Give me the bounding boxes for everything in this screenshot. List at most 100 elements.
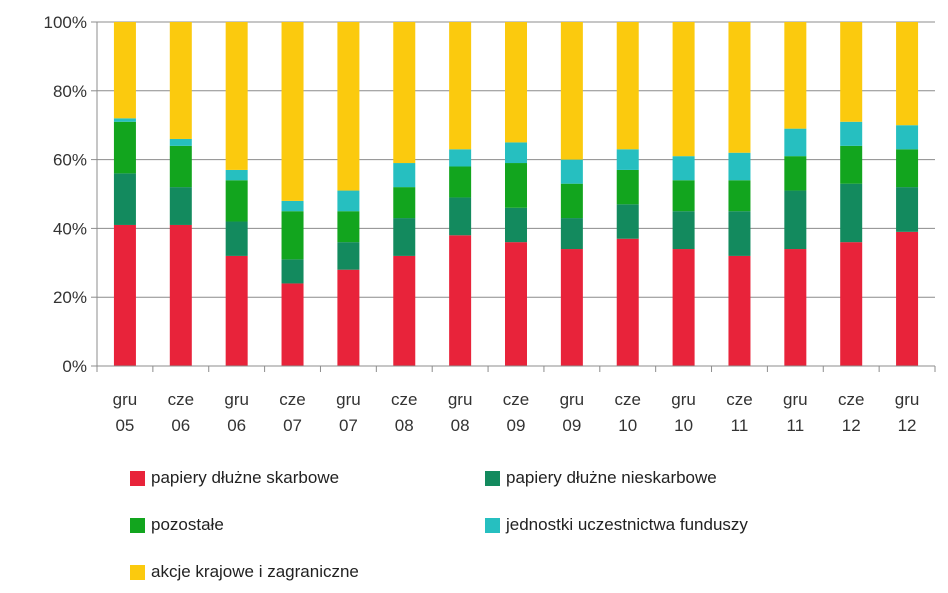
bar-segment — [169, 138, 192, 146]
x-tick-label: 08 — [451, 416, 470, 435]
bar-segment — [225, 169, 248, 181]
x-tick-label: 10 — [674, 416, 693, 435]
bar-segment — [337, 211, 360, 243]
x-tick-label: cze — [726, 390, 752, 409]
bar-segment — [896, 22, 919, 126]
bar-segment — [225, 180, 248, 222]
x-tick-label: 12 — [898, 416, 917, 435]
bar-segment — [728, 180, 751, 212]
x-tick-label: gru — [671, 390, 696, 409]
x-tick-label: cze — [503, 390, 529, 409]
bar-segment — [616, 149, 639, 170]
x-tick-label: gru — [783, 390, 808, 409]
bar-segment — [449, 22, 472, 150]
bar-segment — [728, 255, 751, 366]
bar-segment — [337, 22, 360, 191]
bar-segment — [113, 121, 136, 174]
x-tick-label: 12 — [842, 416, 861, 435]
bar-segment — [728, 22, 751, 153]
x-tick-label: cze — [614, 390, 640, 409]
bar-segment — [281, 283, 304, 366]
bar-segment — [113, 224, 136, 366]
bar-segment — [560, 249, 583, 366]
bar-segment — [840, 22, 863, 122]
legend-item: pozostałe — [130, 515, 224, 535]
bar-segment — [840, 242, 863, 366]
bar-segment — [672, 156, 695, 181]
legend-swatch — [130, 564, 145, 580]
x-tick-label: cze — [279, 390, 305, 409]
bar-segment — [449, 149, 472, 167]
bar-segment — [728, 152, 751, 181]
bar-segment — [113, 173, 136, 225]
bar-segment — [281, 211, 304, 260]
bar-segment — [840, 145, 863, 184]
y-tick-label: 60% — [53, 151, 87, 170]
bar-segment — [505, 242, 527, 366]
bar-segment — [672, 22, 695, 157]
bar-segment — [672, 211, 695, 250]
bar-segment — [169, 145, 192, 188]
bar-segment — [784, 249, 807, 366]
bar-segment — [840, 183, 863, 243]
x-tick-label: cze — [838, 390, 864, 409]
bar-segment — [393, 187, 416, 219]
x-tick-label: 11 — [787, 416, 805, 435]
bar-segment — [393, 163, 416, 188]
x-tick-label: 11 — [731, 416, 749, 435]
bar-segment — [169, 187, 192, 225]
bar-segment — [616, 169, 639, 205]
bar-segment — [225, 22, 248, 170]
bar-segment — [560, 159, 583, 184]
bar-segment — [784, 156, 807, 191]
bar-segment — [784, 190, 807, 250]
x-tick-label: gru — [895, 390, 920, 409]
bar-segment — [281, 22, 304, 201]
bar-segment — [896, 149, 919, 188]
legend-label: pozostałe — [151, 515, 224, 534]
bar-segment — [393, 255, 416, 366]
bar-segment — [896, 187, 919, 232]
bar-segment — [449, 235, 472, 366]
bar-segment — [281, 259, 304, 284]
bar-segment — [113, 118, 136, 122]
legend-item: papiery dłużne skarbowe — [130, 468, 339, 488]
bar-segment — [616, 22, 639, 150]
bar-segment — [449, 197, 472, 236]
legend-label: papiery dłużne nieskarbowe — [506, 468, 717, 487]
legend-item: akcje krajowe i zagraniczne — [130, 562, 359, 582]
legend-swatch — [130, 517, 145, 533]
legend-item: jednostki uczestnictwa funduszy — [485, 515, 748, 535]
bar-segment — [449, 166, 472, 198]
x-tick-label: 07 — [283, 416, 302, 435]
y-tick-label: 20% — [53, 288, 87, 307]
y-tick-label: 0% — [62, 357, 87, 376]
bar-segment — [505, 142, 527, 164]
bar-segment — [616, 238, 639, 366]
bar-segment — [505, 22, 527, 143]
x-tick-label: gru — [560, 390, 585, 409]
y-tick-label: 40% — [53, 219, 87, 238]
x-tick-label: gru — [448, 390, 473, 409]
bar-segment — [784, 22, 807, 129]
x-tick-label: 06 — [227, 416, 246, 435]
bar-segment — [169, 22, 192, 139]
axes — [96, 22, 935, 367]
bar-segment — [281, 200, 304, 212]
x-tick-label: 06 — [171, 416, 190, 435]
legend-swatch — [485, 470, 500, 486]
x-tick-label: gru — [336, 390, 361, 409]
x-tick-label: 05 — [115, 416, 134, 435]
bars — [113, 22, 919, 366]
bar-segment — [616, 204, 639, 239]
stacked-bar-chart: 0%20%40%60%80%100% gru05cze06gru06cze07g… — [44, 13, 936, 435]
y-tick-label: 80% — [53, 82, 87, 101]
legend-swatch — [485, 517, 500, 533]
bar-segment — [337, 190, 360, 212]
x-tick-label: 10 — [618, 416, 637, 435]
x-tick-label: cze — [168, 390, 194, 409]
bar-segment — [113, 22, 136, 119]
legend-swatch — [130, 470, 145, 486]
bar-segment — [169, 224, 192, 366]
bar-segment — [337, 269, 360, 366]
